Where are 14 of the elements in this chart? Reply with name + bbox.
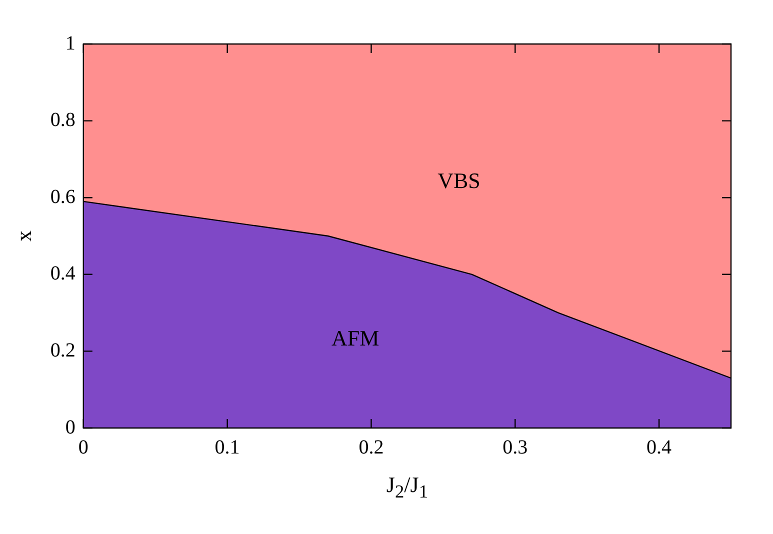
y-tick-label: 1 <box>65 32 76 54</box>
x-tick-label: 0.4 <box>646 436 672 458</box>
x-tick-label: 0.2 <box>358 436 384 458</box>
x-axis-title: J$_{2}$/J$_{1}$ <box>385 472 429 502</box>
x-tick-label: 0.1 <box>214 436 240 458</box>
x-tick-label: 0.3 <box>502 436 528 458</box>
y-tick-label: 0 <box>65 416 76 438</box>
y-tick-label: 0.2 <box>50 339 76 362</box>
y-tick-label: 0.6 <box>50 186 76 208</box>
series-label: AFM <box>332 325 380 350</box>
y-axis-title: x <box>10 230 36 242</box>
series-label: VBS <box>438 168 480 194</box>
y-tick-label: 0.8 <box>50 109 76 132</box>
y-tick-label: 0.4 <box>50 262 76 285</box>
